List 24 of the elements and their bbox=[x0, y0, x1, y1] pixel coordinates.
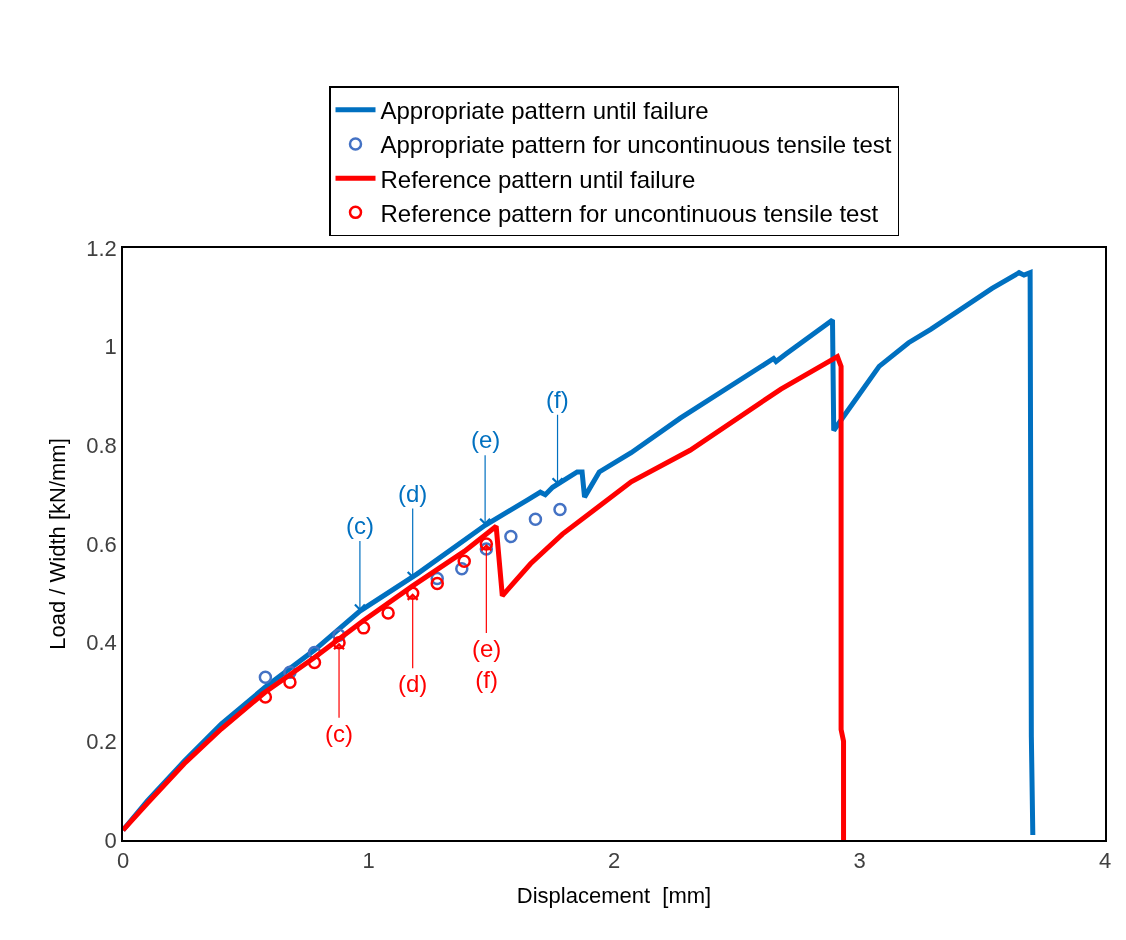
legend-label: Appropriate pattern for uncontinuous tensile test bbox=[380, 131, 892, 159]
annotation: (c) bbox=[325, 720, 353, 747]
legend-label: Reference pattern for uncontinuous tensile test bbox=[380, 199, 879, 227]
legend-label: Reference pattern until failure bbox=[380, 165, 696, 193]
x-tick-label: 3 bbox=[853, 848, 866, 874]
y-tick-label: 1.2 bbox=[86, 235, 117, 261]
x-tick-label: 2 bbox=[607, 848, 621, 874]
annotation: (e) bbox=[471, 426, 501, 453]
legend-label: Appropriate pattern until failure bbox=[380, 97, 709, 125]
annotation: (d) bbox=[398, 480, 428, 507]
y-tick-label: 0.4 bbox=[86, 630, 117, 656]
y-axis-title: Load / Width [kN/mm] bbox=[44, 438, 70, 650]
annotation: (f) bbox=[546, 386, 569, 413]
x-tick-label: 1 bbox=[362, 848, 375, 874]
y-tick-label: 0.6 bbox=[86, 531, 117, 557]
annotation: (c) bbox=[346, 512, 374, 539]
y-tick-label: 0.2 bbox=[86, 729, 117, 755]
x-axis-title: Displacement [mm] bbox=[516, 882, 712, 908]
y-tick-label: 0.8 bbox=[86, 433, 117, 459]
y-tick-label: 1 bbox=[104, 334, 117, 360]
annotation: (d) bbox=[398, 670, 428, 697]
annotation: (e) (f) bbox=[472, 635, 502, 694]
y-tick-label: 0 bbox=[104, 827, 117, 853]
x-tick-label: 4 bbox=[1098, 848, 1112, 874]
